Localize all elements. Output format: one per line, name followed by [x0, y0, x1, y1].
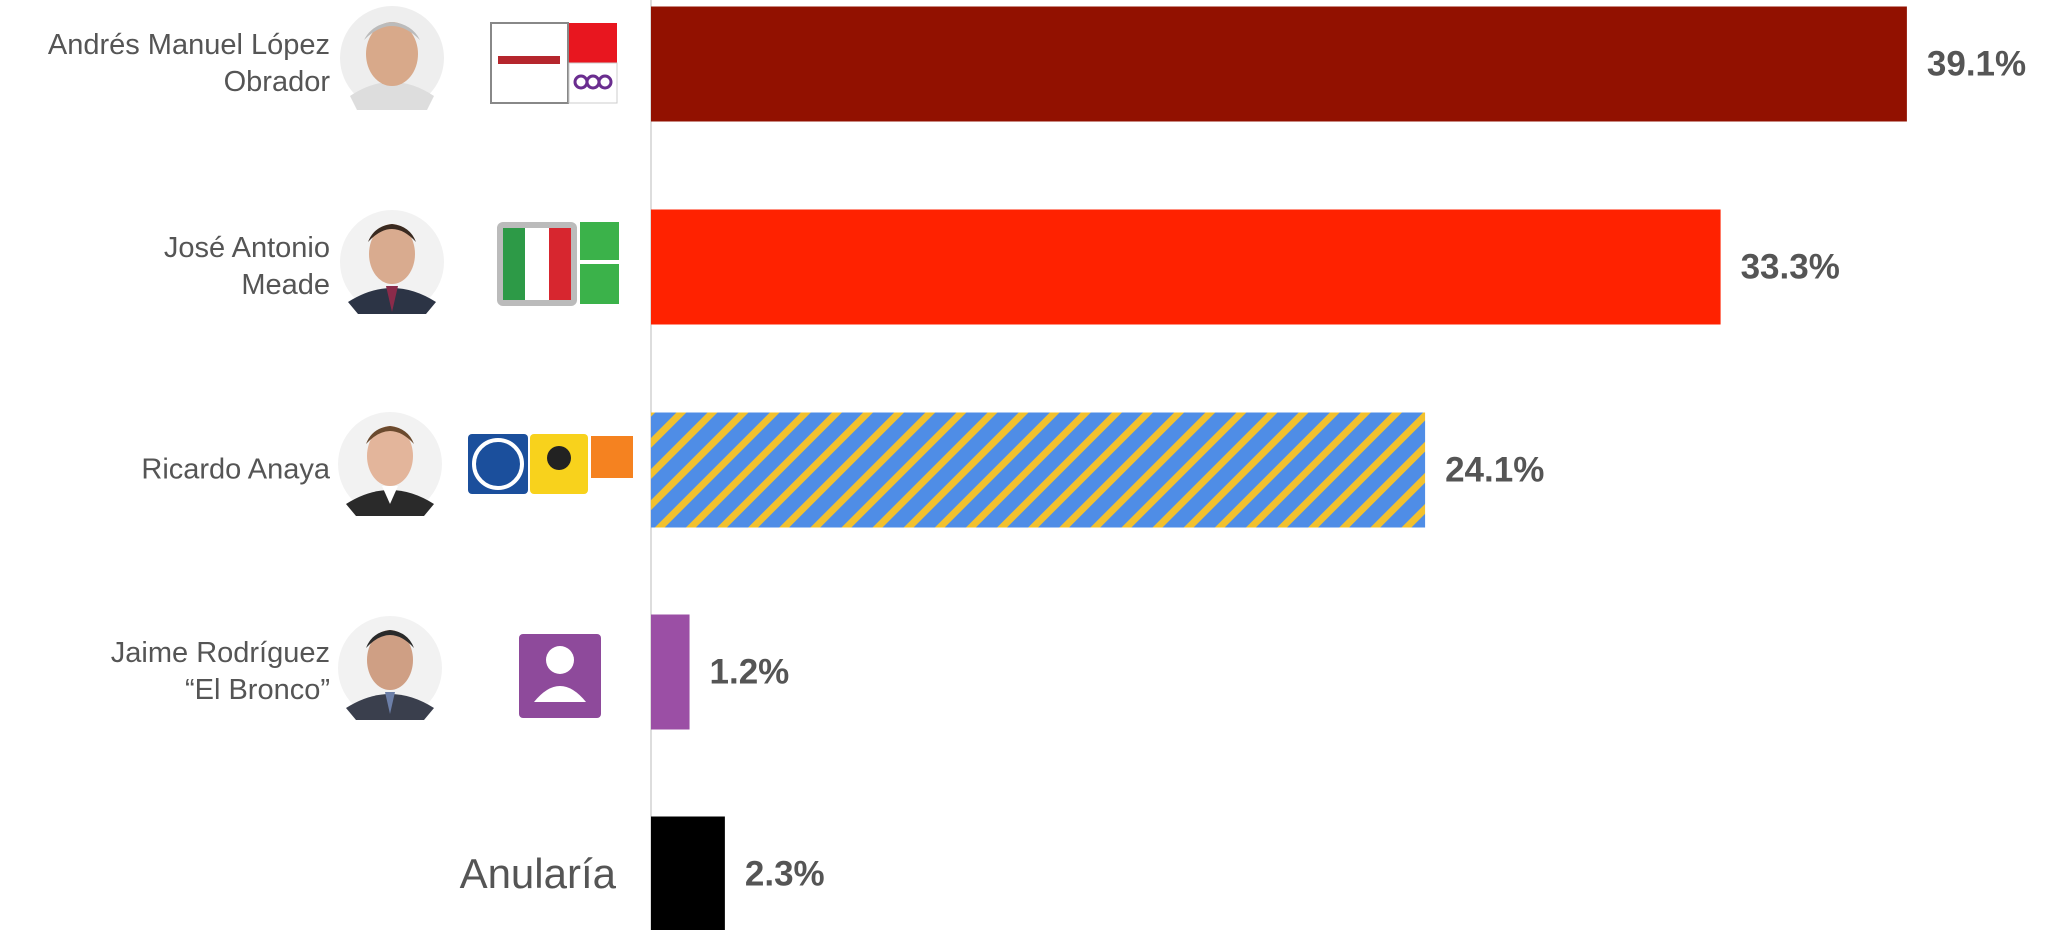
value-label: 2.3% [745, 854, 825, 893]
photo [338, 412, 442, 516]
bar [651, 412, 1426, 528]
logo [490, 22, 618, 104]
category-label: Ricardo Anaya [141, 453, 330, 486]
photo [338, 616, 442, 720]
logo [497, 222, 619, 306]
value-label: 39.1% [1927, 44, 2026, 83]
value-label: 33.3% [1741, 247, 1840, 286]
category-label: José Antonio Meade [163, 232, 330, 301]
bar [651, 614, 690, 730]
value-label: 24.1% [1445, 450, 1544, 489]
logo [468, 434, 633, 494]
logo [519, 634, 601, 718]
photo [340, 210, 444, 314]
party-logos [468, 22, 633, 718]
bar [651, 816, 725, 930]
bar [651, 209, 1721, 325]
bar [651, 6, 1907, 122]
candidate-photos [338, 6, 444, 720]
category-label: Andrés Manuel López Obrador [47, 29, 330, 98]
category-label: Anularía [459, 850, 616, 897]
category-label: Jaime Rodríguez “El Bronco” [110, 637, 330, 706]
photo [340, 6, 444, 110]
value-label: 1.2% [710, 652, 790, 691]
